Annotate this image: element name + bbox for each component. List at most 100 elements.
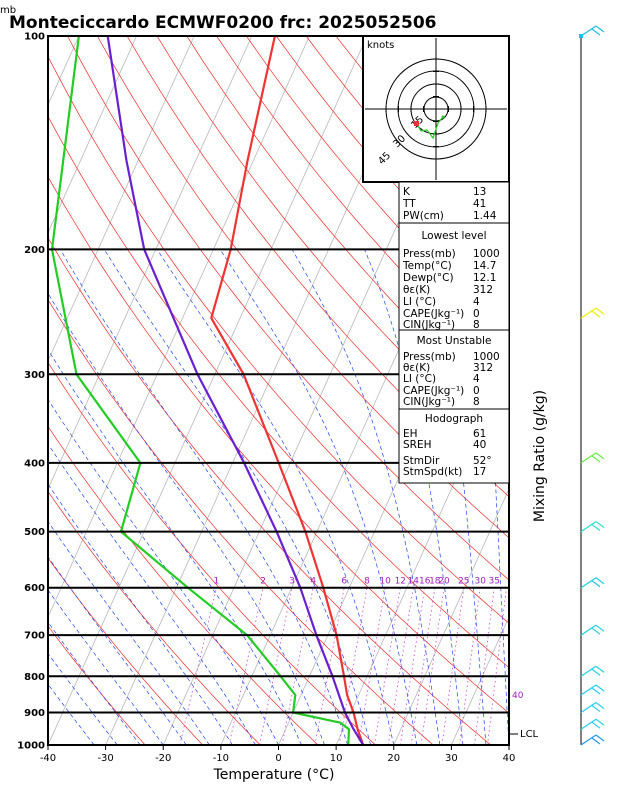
dry-adiabat-line	[48, 55, 509, 624]
wind-barb-flag	[595, 684, 605, 692]
lowest-level-heading: Lowest level	[421, 230, 486, 242]
pressure-tick-label: 900	[24, 708, 45, 719]
lowest-temp-label: Temp(°C)	[402, 260, 452, 272]
wind-barb-flag	[591, 524, 601, 532]
isotherm-line	[48, 36, 195, 362]
wind-barb-flag	[591, 668, 601, 676]
isotherm-line	[48, 36, 368, 745]
wind-barb-flag	[595, 734, 605, 742]
series-line-temperature	[210, 36, 365, 745]
mu-li-value: 4	[473, 373, 480, 385]
mixing-ratio-label: 4	[310, 577, 316, 587]
wind-barb-flag	[595, 307, 605, 315]
mixing-ratio-label: 40	[512, 691, 524, 701]
mixing-ratio-line	[179, 587, 217, 745]
lowest-cape-value: 0	[473, 308, 480, 320]
temperature-tick-label: -30	[97, 753, 113, 764]
wind-barb-shaft	[580, 734, 597, 746]
mixing-ratio-line	[410, 587, 436, 745]
mixing-ratio-label: 2	[260, 577, 266, 587]
wind-barb	[580, 702, 605, 714]
dry-adiabat-line	[126, 36, 509, 497]
lowest-cin-value: 8	[473, 319, 480, 331]
wind-barb-flag	[595, 521, 605, 529]
lowest-cin-label: CIN(Jkg⁻¹)	[403, 319, 455, 331]
temperature-tick-label: -10	[213, 753, 229, 764]
pressure-axis: 1000 900 800 700 600 500 400 300 200 100	[17, 32, 45, 752]
wind-barb-flag	[591, 28, 601, 36]
pressure-unit-label: mb	[0, 5, 16, 16]
hodograph-top-point	[441, 115, 445, 119]
wind-barb-flag	[591, 310, 601, 318]
wind-barb-shaft	[580, 452, 597, 464]
moist-adiabat-line	[59, 249, 349, 745]
wind-barb-flag	[591, 721, 601, 729]
mixing-ratio-label: 1	[214, 577, 220, 587]
wind-barb-shaft	[580, 684, 597, 696]
dry-adiabat-line	[48, 557, 203, 745]
pressure-tick-label: 300	[24, 370, 45, 381]
stmspd-value: 17	[473, 466, 486, 478]
dry-adiabat-line	[156, 36, 509, 457]
wind-barb-flag	[591, 455, 601, 463]
wind-barb-flag	[595, 718, 605, 726]
temperature-tick-label: -40	[40, 753, 56, 764]
dry-adiabat-line	[48, 299, 434, 745]
isotherm-line	[508, 744, 509, 745]
moist-adiabat-line	[104, 249, 372, 745]
dry-adiabat-line	[48, 115, 509, 669]
wind-barb-shaft	[580, 25, 597, 37]
lcl-label: LCL	[520, 729, 539, 740]
mu-thetae-label: θε(K)	[403, 362, 430, 374]
dry-adiabat-line	[48, 490, 261, 745]
tt-index-value: 41	[473, 198, 486, 210]
stmspd-label: StmSpd(kt)	[403, 466, 462, 478]
pressure-tick-label: 800	[24, 672, 45, 683]
wind-barb	[580, 307, 605, 319]
temperature-tick-label: 10	[330, 753, 343, 764]
mu-cape-label: CAPE(Jkg⁻¹)	[403, 385, 464, 397]
dry-adiabat-line	[48, 625, 146, 745]
mixing-ratio-label: 16	[419, 577, 431, 587]
isotherm-line	[393, 487, 509, 745]
dry-adiabat-line	[48, 237, 492, 745]
wind-profile-top-marker	[579, 34, 583, 38]
pressure-tick-label: 400	[24, 458, 45, 469]
temperature-tick-label: 30	[445, 753, 458, 764]
x-axis-title: Temperature (°C)	[213, 767, 335, 783]
pw-label: PW(cm)	[403, 210, 444, 222]
mixing-ratio-label: 8	[364, 577, 370, 587]
hodograph-rings	[365, 38, 507, 180]
pressure-tick-label: 200	[24, 245, 45, 256]
mixing-ratio-line	[228, 587, 264, 745]
wind-barb	[580, 665, 605, 677]
dry-adiabat-line	[48, 175, 509, 714]
wind-barb-shaft	[580, 521, 597, 533]
k-index-label: K	[403, 186, 411, 198]
moist-adiabat-line	[48, 292, 325, 745]
indices-frame	[398, 181, 510, 484]
temperature-tick-label: -20	[155, 753, 171, 764]
wind-barb-flag	[595, 665, 605, 673]
moist-adiabat-line	[48, 349, 302, 745]
mixing-ratio-line	[259, 587, 293, 745]
lowest-cape-label: CAPE(Jkg⁻¹)	[403, 308, 464, 320]
mu-cin-value: 8	[473, 396, 480, 408]
mu-press-value: 1000	[473, 351, 500, 363]
mixing-ratio-label: 14	[408, 577, 420, 587]
wind-barbs	[579, 25, 605, 746]
mixing-ratio-label: 12	[395, 577, 406, 587]
moist-adiabat-line	[364, 249, 464, 745]
stmdir-label: StmDir	[403, 455, 440, 467]
wind-barb-flag	[591, 705, 601, 713]
wind-barb-flag	[595, 702, 605, 710]
mixing-ratio-label: 30	[474, 577, 486, 587]
lowest-dewp-value: 12.1	[473, 272, 496, 284]
wind-barb-flag	[595, 624, 605, 632]
isotherm-line	[48, 36, 310, 618]
mixing-ratio-label: 25	[458, 577, 469, 587]
lowest-li-value: 4	[473, 296, 480, 308]
k-index-value: 13	[473, 186, 486, 198]
